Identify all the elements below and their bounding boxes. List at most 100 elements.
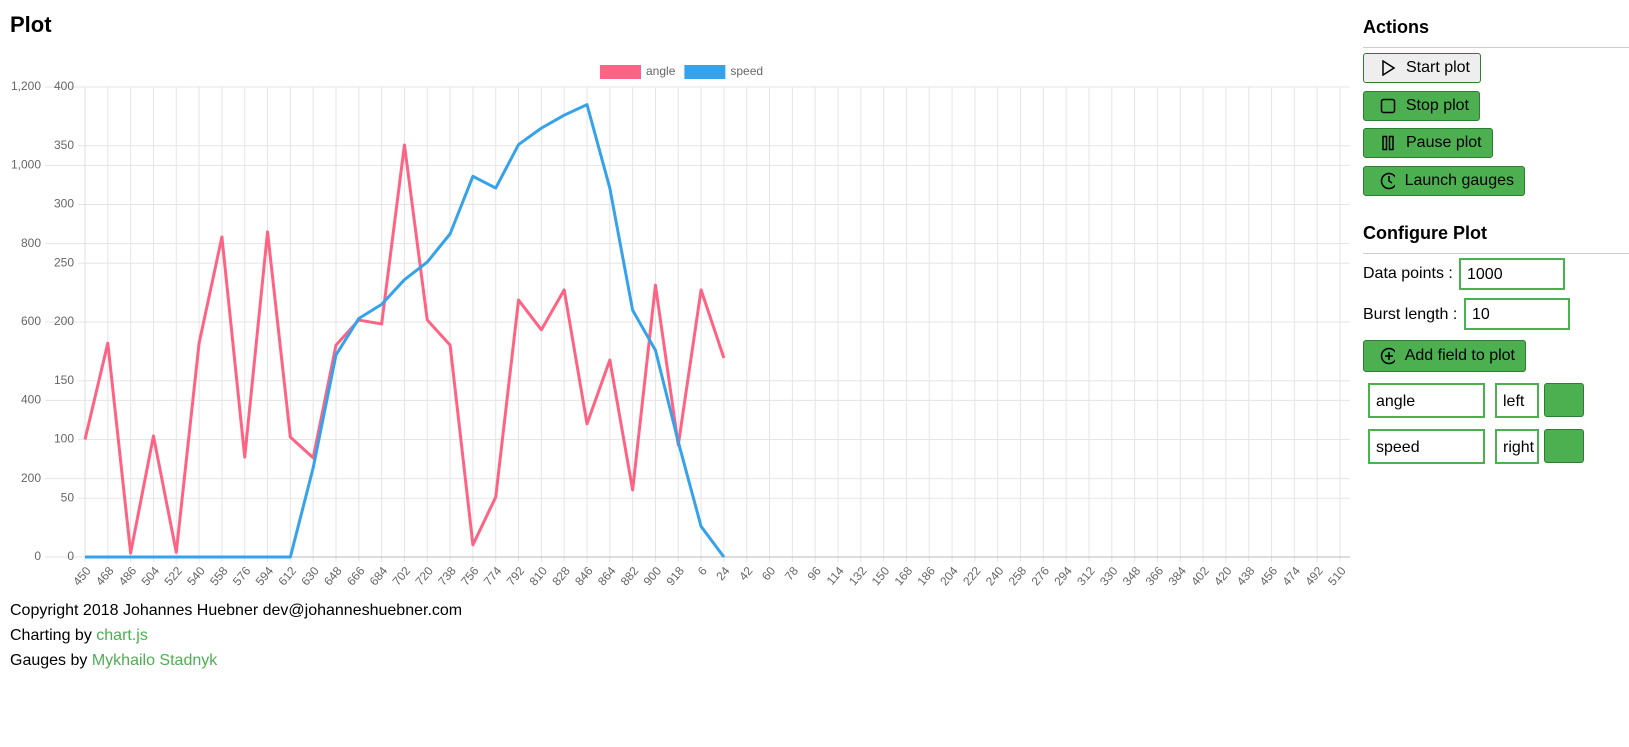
credit-text: Charting by — [10, 627, 92, 644]
legend-swatch — [600, 65, 641, 79]
x-tick-label: 522 — [161, 564, 185, 589]
gauges-button[interactable]: Launch gauges — [1363, 166, 1525, 196]
y-tick-label: 800 — [21, 236, 41, 250]
gauges-link[interactable]: Mykhailo Stadnyk — [91, 652, 218, 669]
y2-tick-label: 250 — [54, 255, 74, 269]
x-tick-label: 810 — [526, 564, 550, 589]
y2-tick-label: 0 — [67, 549, 74, 563]
delete-button[interactable] — [1544, 383, 1584, 417]
y2-tick-label: 400 — [54, 79, 74, 93]
button-label: Stop plot — [1405, 97, 1469, 114]
x-tick-label: 6 — [695, 564, 710, 578]
x-tick-label: 204 — [937, 564, 961, 589]
x-tick-label: 510 — [1325, 564, 1349, 589]
credit-text: Gauges by — [10, 652, 88, 669]
y2-tick-label: 350 — [54, 138, 74, 152]
field-axis-input[interactable]: right — [1495, 429, 1539, 464]
burst-length-label: Burst length : — [1363, 306, 1458, 323]
button-label: Launch gauges — [1404, 172, 1514, 189]
x-tick-label: 630 — [298, 564, 322, 589]
button-label: Add field to plot — [1404, 347, 1515, 364]
charting-credit: Charting by chart.js — [10, 627, 148, 645]
y2-tick-label: 200 — [54, 314, 74, 328]
button-label: Start plot — [1405, 59, 1470, 76]
y-tick-label: 600 — [21, 314, 41, 328]
y-tick-label: 0 — [34, 549, 41, 563]
pause-icon — [1382, 135, 1394, 151]
page-title: Plot — [10, 12, 52, 37]
y-tick-label: 200 — [21, 471, 41, 485]
chart: 450 468 486 504 522 540 558 576 594 612 630 648 666 6… — [11, 64, 1350, 589]
x-tick-label: 96 — [805, 564, 825, 583]
legend-swatch — [684, 65, 726, 79]
x-tick-label: 720 — [412, 564, 436, 589]
y2-tick-label: 50 — [61, 490, 75, 504]
x-tick-label: 348 — [1120, 564, 1144, 589]
x-tick-label: 792 — [504, 564, 528, 589]
x-tick-label: 486 — [116, 564, 140, 589]
x-tick-label: 222 — [960, 564, 984, 589]
x-tick-label: 132 — [846, 564, 870, 589]
data-points-input[interactable]: 1000 — [1459, 258, 1565, 290]
x-tick-label: 648 — [321, 564, 345, 589]
x-tick-label: 504 — [139, 564, 163, 589]
x-tick-label: 612 — [275, 564, 299, 589]
x-tick-label: 60 — [759, 564, 779, 583]
start-button[interactable]: Start plot — [1363, 53, 1481, 83]
clock-icon — [1380, 172, 1395, 190]
x-tick-label: 576 — [230, 564, 254, 589]
x-tick-label: 312 — [1074, 564, 1098, 589]
series-line — [85, 103, 726, 559]
divider — [1363, 253, 1629, 254]
divider — [1363, 47, 1629, 48]
y2-tick-label: 300 — [54, 197, 74, 211]
x-tick-label: 738 — [435, 564, 459, 589]
button-label: Pause plot — [1406, 134, 1482, 151]
stop-icon — [1380, 98, 1396, 114]
y2-tick-label: 100 — [54, 432, 74, 446]
x-tick-label: 450 — [70, 564, 94, 589]
x-tick-label: 24 — [713, 564, 733, 583]
field-axis-input[interactable]: left — [1495, 383, 1539, 418]
x-tick-label: 78 — [782, 564, 802, 583]
x-tick-label: 558 — [207, 564, 231, 589]
x-tick-label: 474 — [1279, 564, 1303, 589]
x-tick-label: 756 — [458, 564, 482, 589]
x-tick-label: 240 — [983, 564, 1007, 589]
x-tick-label: 666 — [344, 564, 368, 589]
y2-tick-label: 150 — [54, 373, 74, 387]
x-tick-label: 774 — [481, 564, 505, 589]
gauges-credit: Gauges by Mykhailo Stadnyk — [10, 652, 217, 670]
x-tick-label: 540 — [184, 564, 208, 589]
x-tick-label: 366 — [1143, 564, 1167, 589]
y-tick-label: 1,000 — [11, 158, 41, 172]
y-tick-label: 400 — [21, 393, 41, 407]
x-tick-label: 594 — [253, 564, 277, 589]
x-tick-label: 276 — [1028, 564, 1052, 589]
delete-button[interactable] — [1544, 429, 1584, 463]
x-tick-label: 864 — [595, 564, 619, 589]
x-tick-label: 258 — [1006, 564, 1030, 589]
x-tick-label: 420 — [1211, 564, 1235, 589]
field-name-input[interactable]: angle — [1368, 383, 1485, 418]
x-tick-label: 294 — [1051, 564, 1075, 589]
x-tick-label: 918 — [663, 564, 687, 589]
x-tick-label: 828 — [549, 564, 573, 589]
x-tick-label: 882 — [618, 564, 642, 589]
y-tick-label: 1,200 — [11, 79, 41, 93]
burst-length-input[interactable]: 10 — [1464, 298, 1570, 330]
x-tick-label: 114 — [824, 564, 847, 588]
stop-button[interactable]: Stop plot — [1363, 91, 1480, 121]
x-tick-label: 702 — [390, 564, 414, 589]
pause-button[interactable]: Pause plot — [1363, 128, 1493, 158]
add-field-button[interactable]: Add field to plot — [1363, 340, 1526, 372]
x-tick-label: 168 — [892, 564, 916, 589]
field-name-input[interactable]: speed — [1368, 429, 1485, 464]
chartjs-link[interactable]: chart.js — [96, 627, 148, 644]
actions-title: Actions — [1363, 17, 1430, 37]
x-tick-label: 468 — [93, 564, 117, 589]
data-points-label: Data points : — [1363, 265, 1453, 282]
x-tick-label: 42 — [736, 564, 756, 583]
x-tick-label: 384 — [1165, 564, 1189, 589]
